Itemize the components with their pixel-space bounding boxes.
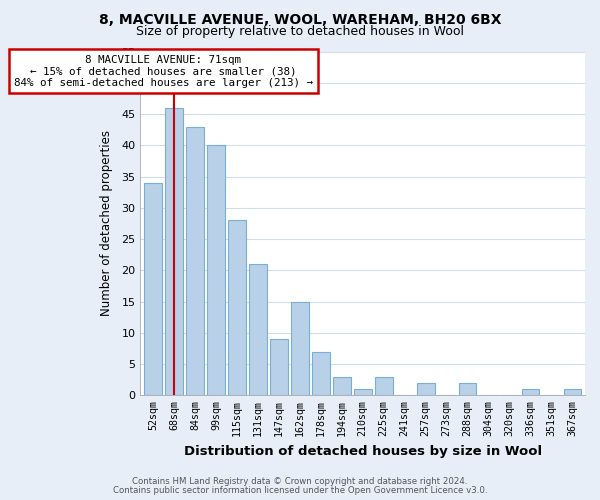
Bar	[563, 389, 581, 396]
Text: Size of property relative to detached houses in Wool: Size of property relative to detached ho…	[136, 25, 464, 38]
Bar	[165, 108, 183, 396]
Bar	[354, 389, 371, 396]
Y-axis label: Number of detached properties: Number of detached properties	[100, 130, 113, 316]
Text: Contains public sector information licensed under the Open Government Licence v3: Contains public sector information licen…	[113, 486, 487, 495]
Bar	[521, 389, 539, 396]
X-axis label: Distribution of detached houses by size in Wool: Distribution of detached houses by size …	[184, 444, 542, 458]
Bar	[270, 339, 288, 396]
Text: 8 MACVILLE AVENUE: 71sqm
← 15% of detached houses are smaller (38)
84% of semi-d: 8 MACVILLE AVENUE: 71sqm ← 15% of detach…	[14, 54, 313, 88]
Text: 8, MACVILLE AVENUE, WOOL, WAREHAM, BH20 6BX: 8, MACVILLE AVENUE, WOOL, WAREHAM, BH20 …	[99, 12, 501, 26]
Bar	[249, 264, 267, 396]
Bar	[312, 352, 329, 396]
Bar	[186, 126, 204, 396]
Bar	[375, 376, 392, 396]
Text: Contains HM Land Registry data © Crown copyright and database right 2024.: Contains HM Land Registry data © Crown c…	[132, 477, 468, 486]
Bar	[207, 146, 225, 396]
Bar	[291, 302, 308, 396]
Bar	[416, 383, 434, 396]
Bar	[228, 220, 246, 396]
Bar	[144, 183, 162, 396]
Bar	[458, 383, 476, 396]
Bar	[333, 376, 350, 396]
